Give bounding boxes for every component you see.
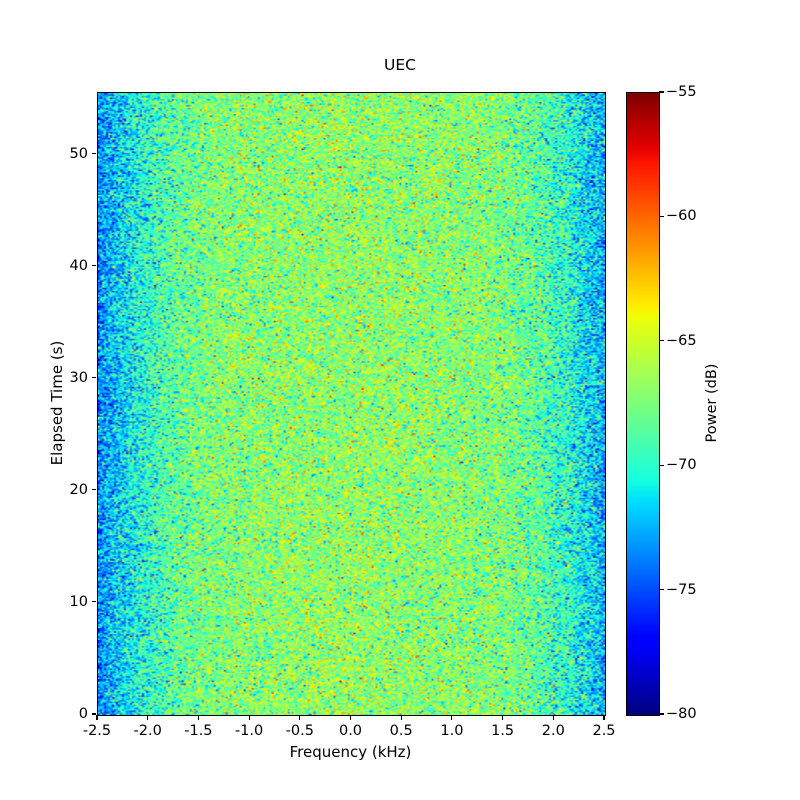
x-tick-label: 0.0: [338, 723, 363, 739]
y-tick-label: 50: [69, 145, 88, 162]
x-tick-mark: [502, 715, 504, 720]
spectrogram-image: [98, 93, 605, 715]
x-tick-label: -0.5: [285, 723, 314, 739]
colorbar-tick-mark: [659, 713, 664, 715]
x-axis-label: Frequency (kHz): [289, 743, 412, 761]
y-tick-label: 30: [69, 369, 88, 386]
x-tick-mark: [96, 715, 98, 720]
y-tick-mark: [91, 601, 96, 603]
x-tick-mark: [400, 715, 402, 720]
colorbar-tick-mark: [659, 215, 664, 217]
y-axis-label: Elapsed Time (s): [48, 340, 66, 466]
x-tick-label: 2.0: [541, 723, 565, 739]
y-tick-label: 40: [69, 257, 88, 274]
x-tick-mark: [299, 715, 301, 720]
y-tick-label: 0: [78, 706, 88, 722]
x-tick-mark: [248, 715, 250, 720]
colorbar-tick-mark: [659, 91, 664, 93]
colorbar-tick-label: −80: [666, 706, 697, 722]
x-tick-mark: [197, 715, 199, 720]
colorbar-tick-label: −70: [666, 457, 697, 474]
colorbar-tick-mark: [659, 464, 664, 466]
colorbar-gradient: [627, 93, 659, 715]
y-tick-mark: [91, 265, 96, 267]
x-tick-mark: [552, 715, 554, 720]
x-tick-mark: [349, 715, 352, 720]
colorbar-tick-label: −60: [666, 208, 697, 225]
colorbar-tick-label: −75: [666, 581, 697, 598]
x-tick-label: 1.5: [491, 723, 515, 739]
x-tick-mark: [147, 715, 149, 720]
x-tick-label: 1.0: [440, 723, 464, 739]
x-tick-label: -2.5: [82, 723, 112, 739]
x-tick-label: 0.5: [389, 723, 413, 739]
y-tick-mark: [91, 153, 96, 155]
spectrogram-plot-area: [97, 92, 606, 716]
x-tick-label: -2.0: [133, 723, 162, 739]
colorbar-label: Power (dB): [704, 363, 720, 443]
y-tick-mark: [91, 377, 96, 379]
y-tick-label: 10: [69, 593, 88, 610]
title-station: UEC: [384, 56, 416, 74]
colorbar-tick-label: −55: [666, 84, 697, 100]
x-tick-mark: [451, 715, 453, 720]
x-tick-label: -1.0: [234, 723, 264, 739]
colorbar-tick-mark: [659, 340, 664, 342]
x-tick-label: -1.5: [184, 723, 213, 739]
y-tick-mark: [91, 713, 96, 715]
x-tick-label: 2.5: [592, 723, 616, 739]
x-tick-mark: [603, 715, 605, 720]
colorbar: [626, 92, 660, 716]
y-tick-mark: [91, 489, 96, 491]
colorbar-tick-mark: [659, 589, 664, 591]
y-tick-label: 20: [69, 481, 88, 498]
colorbar-tick-label: −65: [666, 332, 697, 349]
